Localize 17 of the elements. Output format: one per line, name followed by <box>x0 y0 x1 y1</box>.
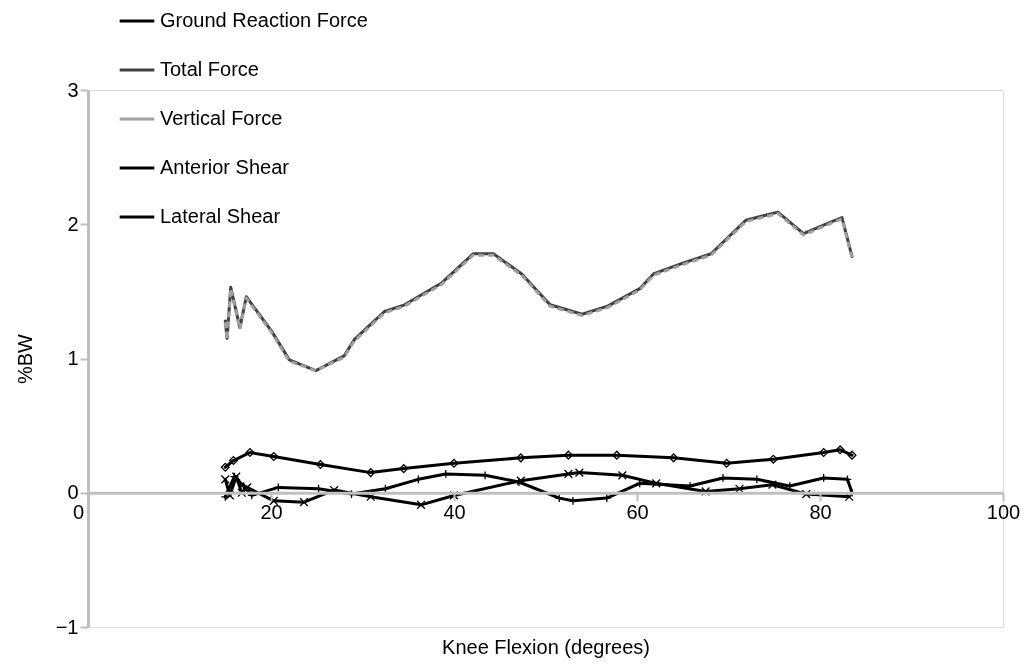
legend-label: Lateral Shear <box>160 205 281 227</box>
legend-label: Vertical Force <box>160 107 283 129</box>
y-tick-label: 1 <box>67 347 79 369</box>
x-tick-label: 40 <box>443 501 466 524</box>
y-tick-label: 3 <box>67 78 79 101</box>
y-axis-title: %BW <box>13 333 36 384</box>
x-axis-title: Knee Flexion (degrees) <box>442 635 650 658</box>
legend-label: Total Force <box>160 58 259 80</box>
x-tick-label: 80 <box>809 501 832 524</box>
y-tick-label: 0 <box>67 481 79 504</box>
legend-label: Anterior Shear <box>160 156 290 178</box>
x-tick-label: 20 <box>260 501 283 524</box>
legend-label: Ground Reaction Force <box>160 9 368 31</box>
y-tick-label: 2 <box>67 212 79 235</box>
x-tick-label: 60 <box>626 501 649 524</box>
x-tick-label: 100 <box>986 501 1021 524</box>
y-tick-label: −1 <box>55 615 79 638</box>
